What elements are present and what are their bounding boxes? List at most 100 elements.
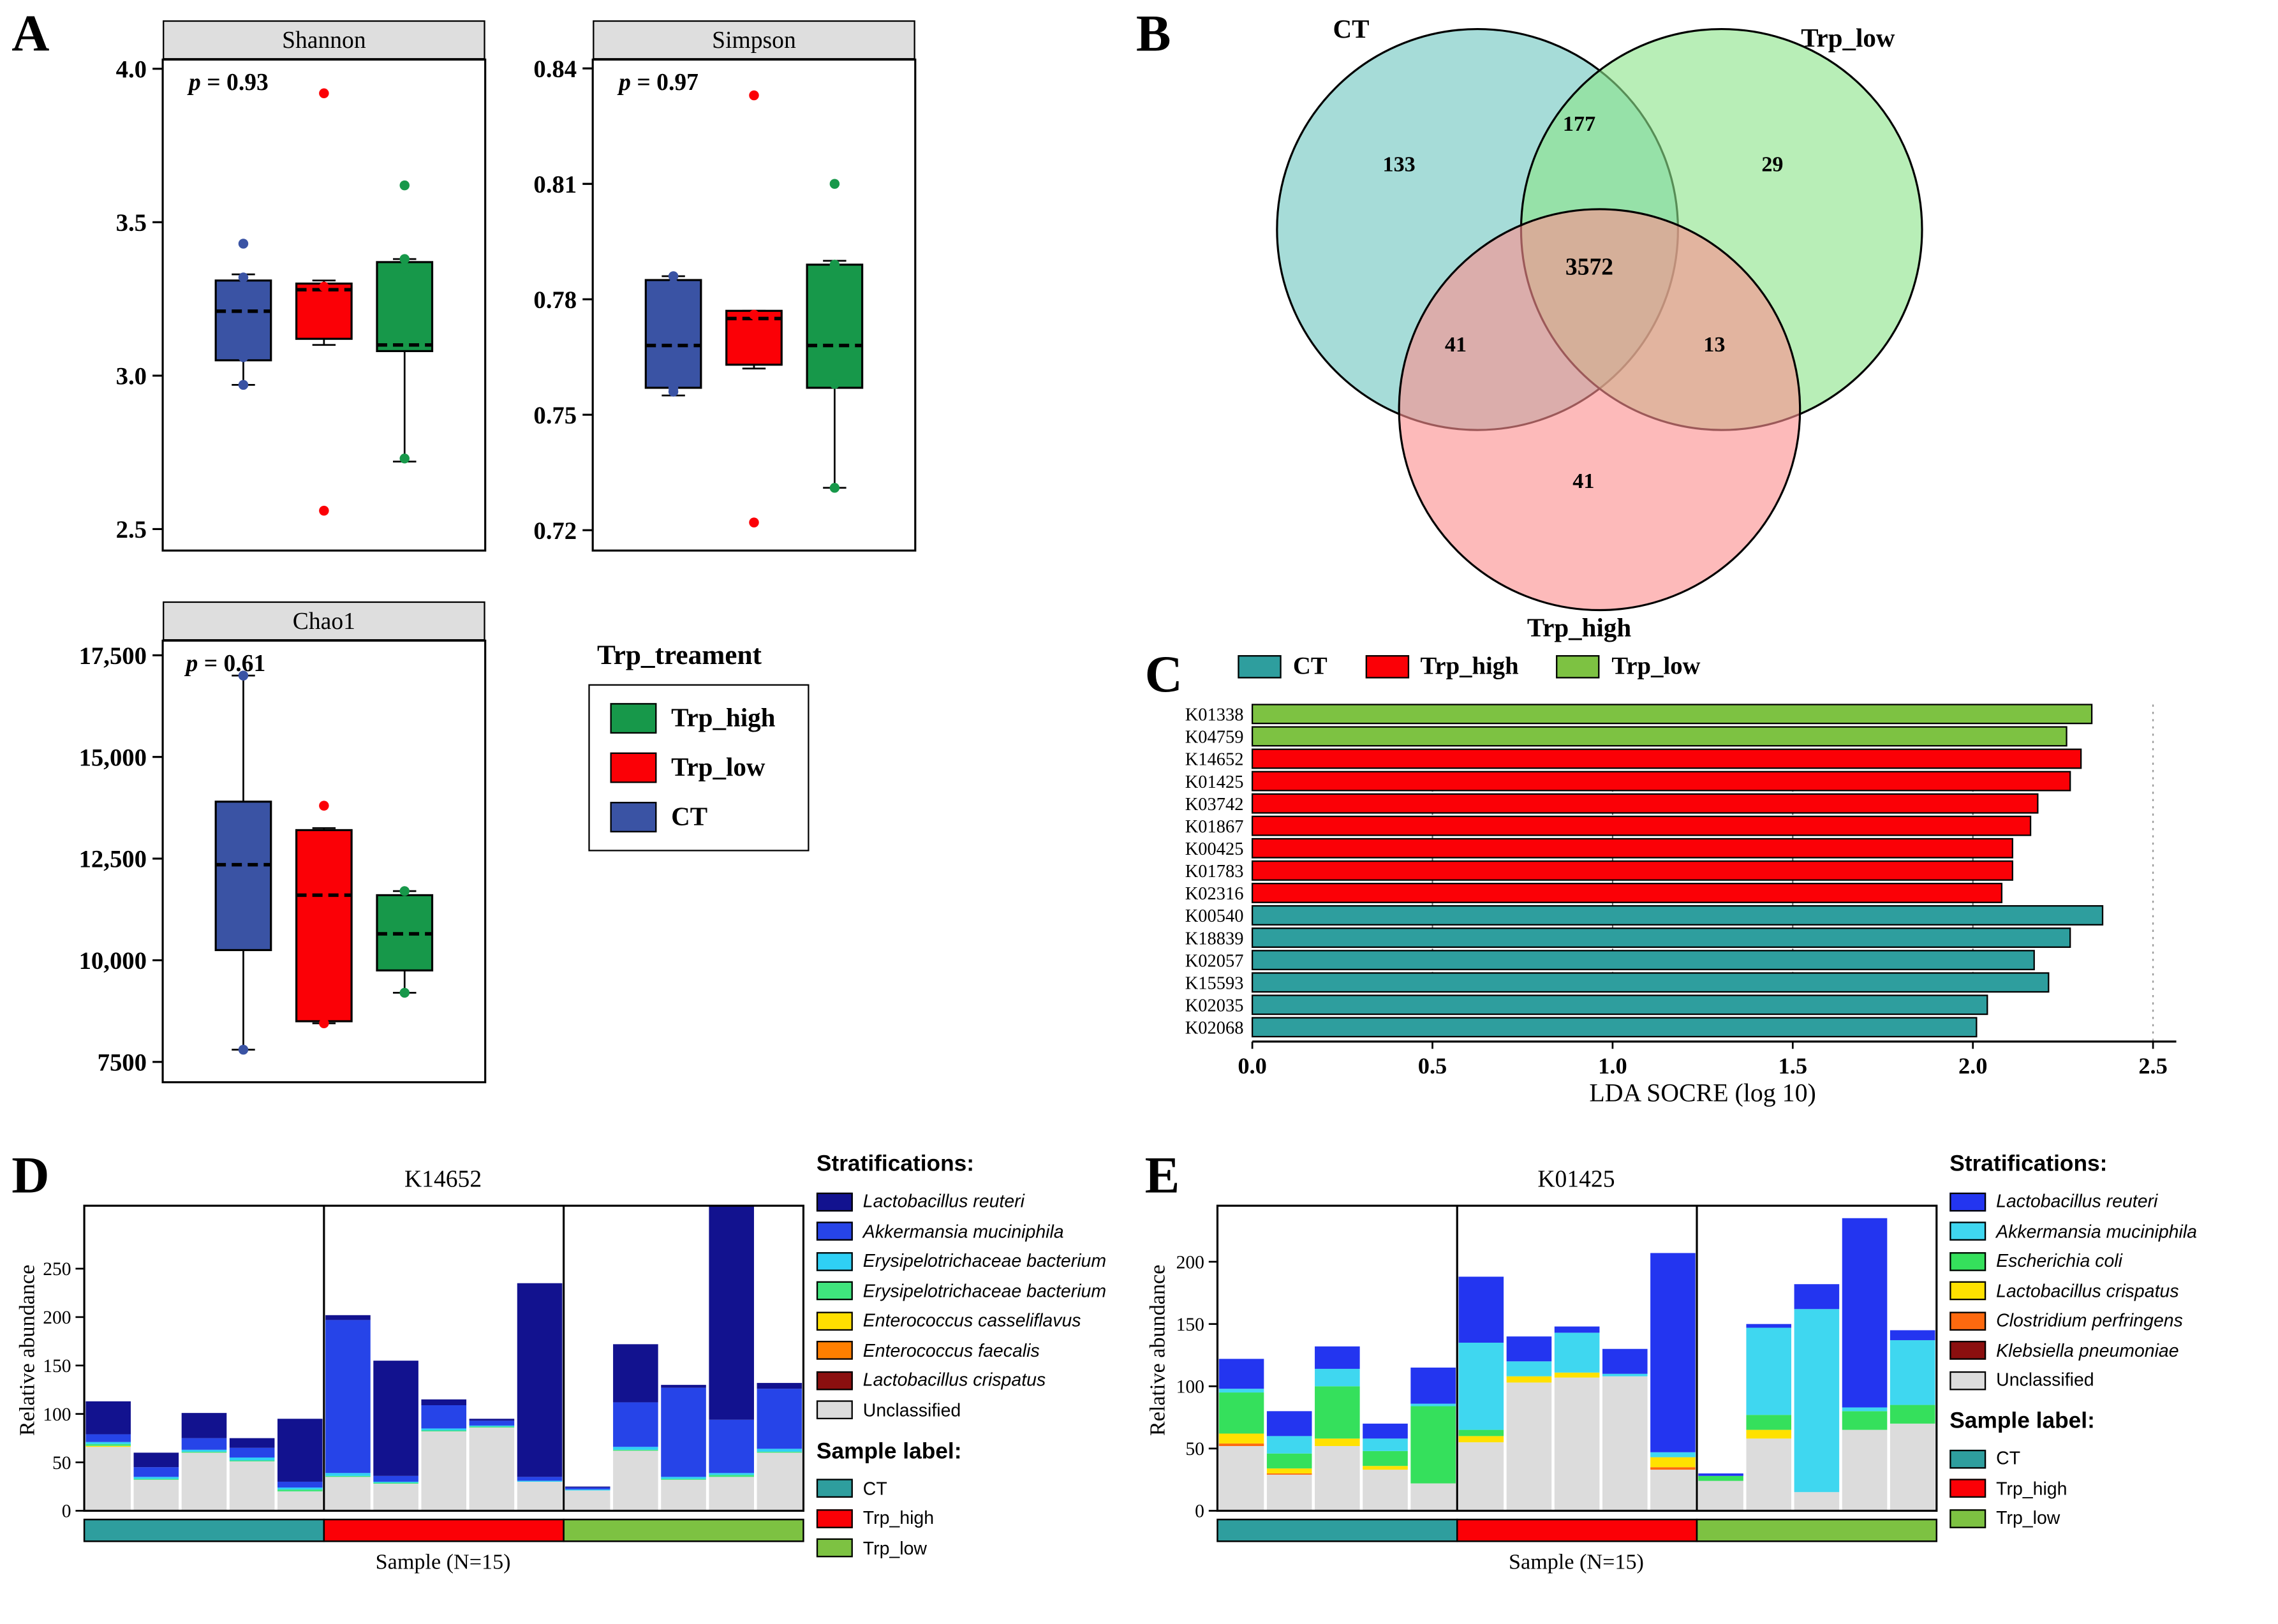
stack-segment (85, 1443, 131, 1446)
color-swatch (1238, 655, 1282, 679)
sample-group-strip-Trp_low (563, 1518, 804, 1542)
stack-segment (325, 1320, 371, 1473)
stack-segment (1698, 1480, 1743, 1511)
lda-bar-K02316 (1251, 882, 2003, 903)
stack-segment (421, 1430, 467, 1431)
k01425-x-axis-label: Sample (N=15) (1509, 1551, 1644, 1575)
chao1-p-value: p = 0.61 (186, 649, 266, 679)
stack-segment (1890, 1423, 1935, 1511)
color-swatch (1949, 1341, 1986, 1360)
color-swatch (816, 1370, 853, 1390)
stack-segment (469, 1425, 515, 1427)
lda-legend-label: Trp_high (1420, 652, 1519, 680)
y-tick-label: 0.75 (533, 402, 577, 429)
stack-segment (181, 1449, 227, 1452)
data-point (238, 380, 249, 390)
stack-segment (1890, 1340, 1935, 1405)
stack-segment (1506, 1336, 1552, 1362)
venn-count: 41 (1445, 333, 1467, 357)
stack-segment (229, 1460, 275, 1462)
k01425-group-label: Trp_low (1996, 1507, 2060, 1528)
species-legend-list: Lactobacillus reuteri Akkermansia mucinip… (816, 1191, 1148, 1420)
lda-category-label: K04759 (1185, 728, 1244, 748)
stack-segment (757, 1389, 802, 1449)
stack-segment (1746, 1429, 1792, 1439)
p-symbol: p (619, 68, 631, 96)
lda-category-label: K03742 (1185, 795, 1244, 815)
color-swatch (816, 1400, 853, 1420)
stack-segment (1218, 1389, 1264, 1393)
lda-legend-item: Trp_high (1365, 653, 1519, 682)
stack-segment (1602, 1373, 1648, 1377)
stack-segment (1650, 1470, 1696, 1511)
x-tick-label: 0.5 (1418, 1053, 1447, 1079)
stack-segment (421, 1399, 467, 1406)
sample-group-strip-CT (83, 1518, 325, 1542)
lda-category-label: K01425 (1185, 772, 1244, 792)
stack-segment (613, 1449, 658, 1451)
data-point (749, 321, 759, 332)
data-point (238, 239, 249, 249)
k01425-species-label: Lactobacillus reuteri (1996, 1191, 2158, 1212)
color-swatch (816, 1341, 853, 1360)
treatment-legend-item: Trp_low (610, 752, 788, 783)
stack-segment (85, 1445, 131, 1447)
stack-segment (1410, 1368, 1456, 1404)
stack-segment (1650, 1457, 1696, 1468)
stack-segment (613, 1344, 658, 1403)
stack-segment (709, 1419, 754, 1473)
stack-segment (1650, 1452, 1696, 1458)
y-tick-label: 0.72 (533, 518, 577, 545)
lda-bar-K15593 (1251, 972, 2050, 993)
y-tick-label: 12,500 (79, 846, 147, 873)
stack-segment (1554, 1326, 1600, 1333)
lda-legend: CT Trp_high Trp_low (1238, 653, 1701, 682)
k14652-species-label: Lactobacillus crispatus (862, 1369, 1046, 1391)
lda-x-axis-label: LDA SOCRE (log 10) (1589, 1077, 1816, 1107)
lda-legend-item: CT (1238, 653, 1328, 682)
panel-label-d: D (11, 1146, 50, 1204)
stack-segment (229, 1457, 275, 1461)
stack-segment (1890, 1405, 1935, 1424)
panel-label-b: B (1135, 4, 1171, 63)
stack-segment (709, 1473, 754, 1475)
shannon-boxplot: 4.0 3.5 3.0 2.5 (116, 56, 487, 552)
stack-segment (1266, 1474, 1312, 1511)
box-CT (214, 801, 272, 952)
stack-segment (1794, 1492, 1840, 1511)
y-tick-label: 0.81 (533, 172, 577, 198)
data-point (749, 309, 759, 320)
k01425-species-item: Klebsiella pneumoniae (1949, 1340, 2278, 1361)
stack-segment (757, 1452, 802, 1511)
p-value-text: = 0.93 (200, 68, 269, 96)
k14652-x-axis-label: Sample (N=15) (375, 1551, 511, 1575)
k14652-species-label: Enterococcus faecalis (862, 1340, 1040, 1361)
stack-segment (1266, 1473, 1312, 1475)
sample-group-strip-CT (1217, 1518, 1458, 1542)
stack-segment (1218, 1443, 1264, 1446)
color-swatch (1949, 1281, 1986, 1301)
panel-label-c: C (1144, 645, 1183, 704)
data-point (399, 254, 410, 264)
stack-segment (1506, 1382, 1552, 1511)
lda-bar-K01783 (1251, 860, 2013, 881)
stack-segment (133, 1452, 179, 1468)
color-swatch (1949, 1251, 1986, 1271)
data-point (399, 263, 410, 274)
venn-count: 3572 (1565, 254, 1613, 280)
color-swatch (816, 1509, 853, 1528)
treatment-legend-box: Trp_high Trp_low CT (588, 684, 810, 852)
k14652-species-label: Erysipelotrichaceae bacterium (862, 1280, 1107, 1301)
stack-segment (1842, 1407, 1888, 1412)
data-point (238, 352, 249, 362)
stack-segment (133, 1479, 179, 1480)
k14652-species-item: Lactobacillus reuteri (816, 1191, 1148, 1211)
lda-bar-K03742 (1251, 793, 2039, 814)
sample-label-title: Sample label: (1949, 1409, 2095, 1434)
treatment-legend-label: CT (671, 802, 708, 831)
stack-segment (661, 1477, 706, 1479)
k14652-group-item: Trp_low (816, 1538, 1148, 1558)
x-tick-label: 1.0 (1598, 1053, 1627, 1079)
stack-segment (661, 1479, 706, 1511)
